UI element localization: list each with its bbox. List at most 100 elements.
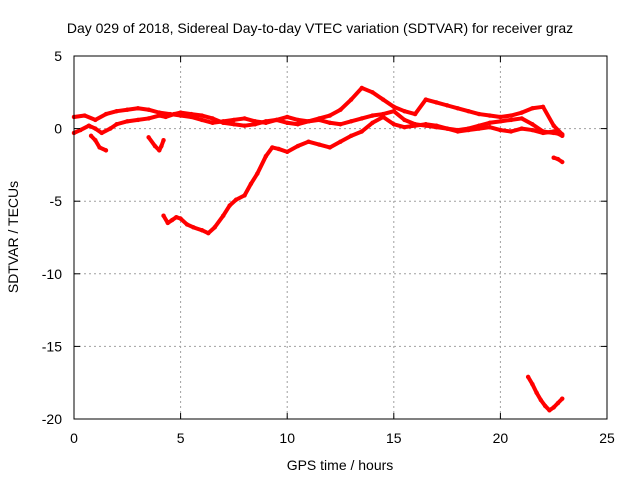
x-tick-label: 25 — [599, 430, 615, 446]
data-point — [88, 133, 94, 139]
data-point — [519, 110, 524, 115]
data-point — [370, 113, 375, 118]
data-point — [487, 124, 492, 130]
y-tick-label: 0 — [54, 121, 62, 137]
data-point — [97, 145, 102, 150]
data-point — [338, 107, 343, 112]
data-point — [434, 100, 439, 105]
data-point — [161, 138, 166, 143]
data-point — [221, 120, 226, 125]
data-point — [487, 113, 492, 118]
data-point — [295, 117, 301, 123]
y-tick-label: -15 — [42, 338, 62, 354]
series-track-c — [88, 133, 109, 153]
data-point — [487, 120, 492, 125]
data-point — [82, 113, 87, 118]
series-line — [89, 133, 108, 153]
data-point — [165, 220, 171, 226]
data-point — [146, 116, 151, 121]
data-point — [285, 120, 290, 125]
data-point — [248, 181, 254, 186]
data-point — [306, 139, 311, 144]
chart-title: Day 029 of 2018, Sidereal Day-to-day VTE… — [67, 20, 573, 36]
data-point — [199, 117, 205, 123]
data-point — [348, 133, 354, 139]
data-point — [163, 114, 168, 120]
data-point — [125, 107, 130, 112]
data-point — [199, 228, 205, 233]
plot-frame — [73, 55, 608, 420]
y-tick-label: -20 — [42, 411, 62, 427]
data-point — [263, 119, 269, 124]
data-point — [540, 104, 546, 110]
data-point — [498, 114, 503, 120]
data-point — [93, 117, 98, 123]
x-tick-label: 5 — [177, 430, 185, 446]
data-point — [402, 108, 407, 114]
data-point — [551, 123, 556, 128]
data-point — [542, 403, 548, 409]
data-points — [71, 85, 565, 413]
data-point — [210, 120, 215, 125]
data-point — [191, 225, 196, 230]
data-point — [412, 111, 418, 117]
data-point — [455, 106, 460, 111]
data-point — [402, 124, 407, 130]
data-point — [135, 106, 141, 111]
data-point — [274, 117, 279, 123]
series-line — [161, 114, 565, 236]
data-point — [189, 111, 194, 117]
data-point — [93, 126, 98, 131]
data-point — [476, 126, 482, 131]
data-point — [270, 145, 275, 150]
data-point — [348, 119, 354, 124]
data-point — [370, 90, 375, 95]
data-point — [316, 142, 322, 147]
data-point — [114, 108, 119, 114]
data-point — [212, 225, 217, 230]
data-point — [295, 122, 301, 127]
data-point — [434, 123, 439, 128]
data-point — [412, 123, 418, 128]
series-track-f — [525, 374, 565, 413]
data-point — [391, 104, 396, 110]
data-point — [423, 122, 428, 127]
x-axis-label: GPS time / hours — [287, 457, 394, 473]
data-point — [530, 127, 535, 133]
data-point — [161, 213, 166, 218]
data-point — [178, 216, 183, 221]
data-point — [306, 119, 311, 124]
x-tick-label: 10 — [279, 430, 295, 446]
data-point — [327, 145, 333, 150]
data-point — [103, 111, 109, 117]
data-point — [86, 123, 92, 128]
data-point — [169, 217, 175, 223]
data-point — [146, 107, 151, 112]
data-point — [231, 122, 237, 127]
data-point — [466, 108, 471, 114]
data-point — [508, 113, 514, 118]
data-point — [93, 138, 98, 143]
data-point — [255, 171, 260, 176]
data-point — [540, 130, 546, 136]
data-point — [108, 126, 113, 131]
data-point — [152, 143, 158, 149]
data-point — [253, 122, 258, 127]
data-point — [103, 148, 109, 153]
series-track-d — [146, 135, 166, 153]
data-point — [380, 97, 386, 102]
data-point — [508, 129, 514, 134]
data-point — [498, 127, 503, 133]
data-point — [157, 113, 162, 118]
data-point — [476, 111, 482, 117]
data-point — [525, 374, 531, 380]
data-point — [444, 126, 450, 131]
y-tick-label: -5 — [50, 193, 63, 209]
data-point — [227, 203, 232, 208]
data-point — [285, 149, 290, 155]
data-point — [359, 129, 365, 134]
data-point — [455, 129, 460, 134]
y-tick-label: -10 — [42, 266, 62, 282]
data-point — [242, 123, 247, 128]
data-point — [391, 108, 396, 114]
